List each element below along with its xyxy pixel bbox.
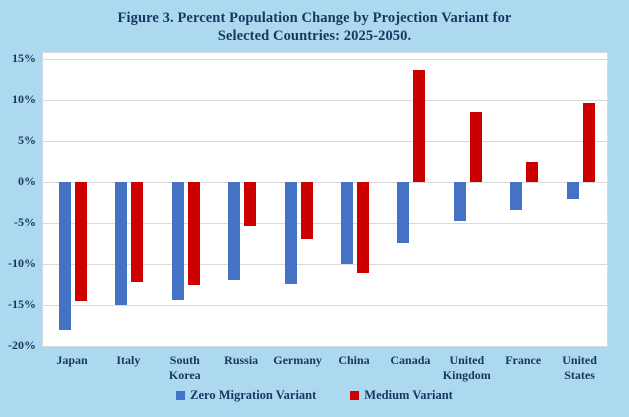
bar-china-medium-variant xyxy=(357,182,369,273)
x-axis-label-canada: Canada xyxy=(390,353,431,367)
legend-item-zero-migration-variant: Zero Migration Variant xyxy=(176,388,316,403)
legend: Zero Migration Variant Medium Variant xyxy=(0,388,629,403)
legend-label-zero-migration: Zero Migration Variant xyxy=(190,388,317,402)
x-axis-label-italy: Italy xyxy=(116,353,141,367)
bar-japan-medium-variant xyxy=(75,182,87,301)
bar-china-zero-migration-variant xyxy=(341,182,353,264)
bar-japan-zero-migration-variant xyxy=(59,182,71,330)
x-axis-label-japan: Japan xyxy=(56,353,88,367)
gridline-5 xyxy=(43,141,607,142)
chart-title-line-1: Figure 3. Percent Population Change by P… xyxy=(117,10,512,26)
y-axis-tick-label-10: 10% xyxy=(12,92,36,106)
bar-south-korea-medium-variant xyxy=(187,182,200,286)
bar-russia-medium-variant xyxy=(244,182,257,227)
bar-germany-medium-variant xyxy=(300,182,313,239)
x-axis: Japan Italy South Korea Russia Germany China C… xyxy=(0,353,629,387)
x-axis-label-france: France xyxy=(505,353,542,367)
x-axis-label-united-kingdom: United Kingdom xyxy=(442,353,491,382)
bar-united-kingdom-zero-migration-variant xyxy=(453,182,466,222)
gridline--10 xyxy=(43,264,607,265)
y-axis-tick-label-5: 5% xyxy=(18,133,36,147)
x-axis-label-south-korea: South Korea xyxy=(168,353,201,382)
legend-label-medium: Medium Variant xyxy=(364,388,453,402)
bar-canada-medium-variant xyxy=(413,69,426,182)
x-axis-label-russia: Russia xyxy=(224,353,259,367)
x-axis-label-germany: Germany xyxy=(273,353,322,367)
y-axis-tick-label--20: -20% xyxy=(8,338,36,352)
y-axis-tick-label--15: -15% xyxy=(8,297,36,311)
chart-title-line-2: Selected Countries: 2025-2050. xyxy=(217,28,412,44)
legend-item-medium-variant: Medium Variant xyxy=(350,388,453,403)
bar-italy-medium-variant xyxy=(131,182,144,282)
legend-swatch-zero-migration-icon xyxy=(176,391,186,400)
gridline--20 xyxy=(43,346,607,347)
bar-canada-zero-migration-variant xyxy=(397,182,410,243)
y-axis-tick-label-0: 0% xyxy=(18,174,36,188)
gridline-10 xyxy=(43,100,607,101)
bar-france-zero-migration-variant xyxy=(510,182,523,210)
bar-south-korea-zero-migration-variant xyxy=(171,182,184,301)
y-axis-tick-label-15: 15% xyxy=(12,51,36,65)
y-axis-tick-label--10: -10% xyxy=(8,256,36,270)
plot-area xyxy=(42,52,608,347)
bar-united-kingdom-medium-variant xyxy=(469,111,482,182)
gridline-0 xyxy=(43,182,607,183)
bar-united-states-medium-variant xyxy=(582,102,595,182)
chart-title: Figure 3. Percent Population Change by P… xyxy=(0,9,629,45)
bar-italy-zero-migration-variant xyxy=(115,182,128,305)
bar-germany-zero-migration-variant xyxy=(284,182,297,284)
gridline--15 xyxy=(43,305,607,306)
bar-france-medium-variant xyxy=(526,162,539,182)
legend-swatch-medium-icon xyxy=(350,391,360,400)
x-axis-label-china: China xyxy=(338,353,370,367)
y-axis-tick-label--5: -5% xyxy=(14,215,36,229)
gridline-15 xyxy=(43,59,607,60)
bar-united-states-zero-migration-variant xyxy=(566,182,579,200)
x-axis-label-united-states: United States xyxy=(562,353,597,382)
bar-russia-zero-migration-variant xyxy=(228,182,241,281)
gridline--5 xyxy=(43,223,607,224)
